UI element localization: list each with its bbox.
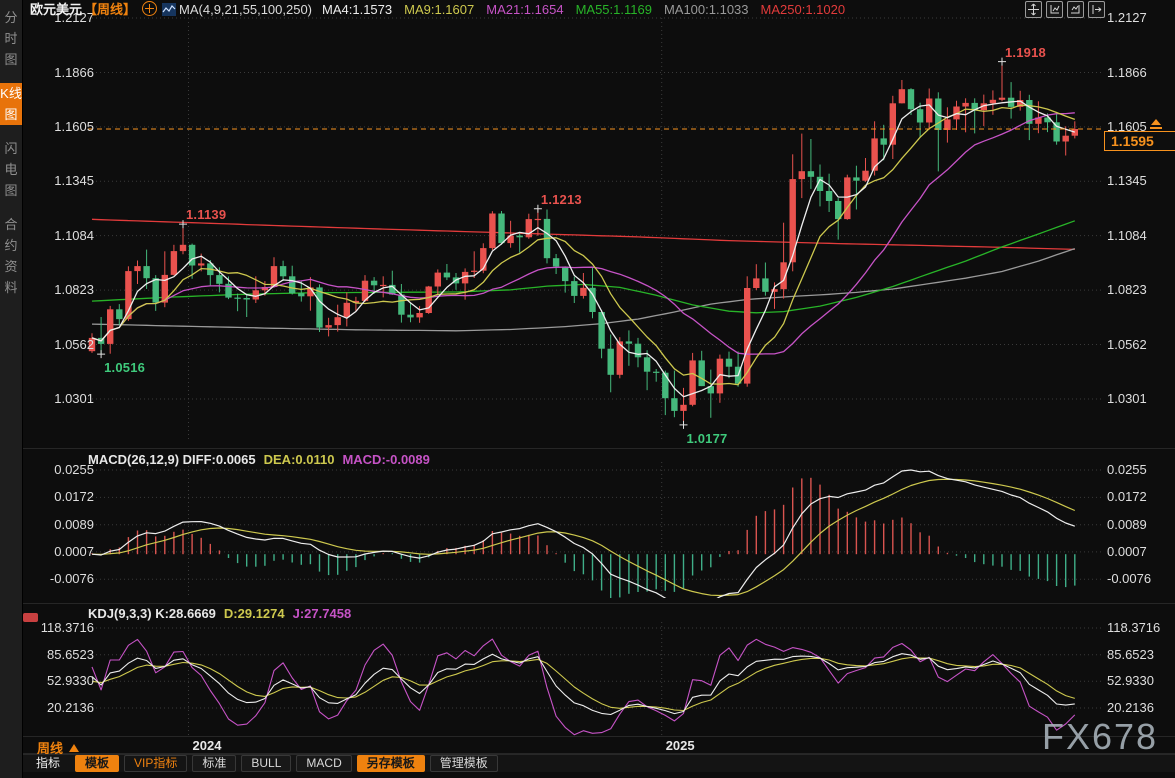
bottom-toolbar: 指标 模板 VIP指标 标准 BULL MACD 另存模板 管理模板: [22, 754, 1175, 772]
period-tag[interactable]: 【周线】: [84, 2, 137, 17]
candlestick-layer: [88, 57, 1078, 429]
price-axis-label: 1.1605: [1107, 118, 1147, 134]
price-axis-label: 1.1605: [54, 118, 94, 134]
collapse-panel-icon[interactable]: [1088, 1, 1105, 18]
kdj-axis-label: 20.2136: [1107, 700, 1154, 715]
kdj-axis-label: 118.3716: [1107, 620, 1161, 635]
sidebar-item-active[interactable]: K线图: [0, 83, 22, 125]
price-annotation-low: 1.0177: [686, 430, 728, 446]
ma-settings-label: MA(4,9,21,55,100,250): [179, 2, 313, 17]
price-annotation-low: 1.0516: [104, 360, 146, 376]
price-axis-label: 1.1866: [54, 64, 94, 80]
bottom-tab[interactable]: 标准: [192, 755, 237, 772]
symbol-title: 欧元美元: [30, 2, 83, 17]
bottom-tab[interactable]: 另存模板: [356, 755, 425, 772]
x-axis-row: 周线 2024 2025: [22, 737, 1175, 756]
pan-crosshair-icon[interactable]: [1025, 1, 1042, 18]
bottom-tab[interactable]: BULL: [241, 755, 292, 772]
kdj-axis-label: 52.9330: [47, 673, 94, 689]
price-axis-label: 1.1345: [54, 173, 94, 189]
price-axis-label: 1.0301: [1107, 391, 1147, 406]
panel-badge-icon: [23, 613, 38, 622]
kdj-axis-label: 85.6523: [47, 646, 94, 662]
chevron-up-icon: [69, 744, 80, 752]
kdj-axis-label: 20.2136: [47, 700, 94, 715]
ma-value-label: MA9:1.1607: [404, 2, 475, 17]
year-label: 2024: [192, 738, 222, 753]
price-annotation-high: 1.1139: [186, 207, 227, 223]
price-axis-label: 1.0823: [1107, 282, 1147, 298]
price-axis-label: 1.0301: [54, 391, 94, 406]
ma-value-label: MA4:1.1573: [322, 2, 393, 17]
macd-axis-label: 0.0089: [1107, 516, 1147, 532]
kdj-axis-label: 85.6523: [1107, 646, 1154, 662]
period-selector-label: 周线: [37, 741, 64, 756]
ma-value-label: MA21:1.1654: [486, 2, 564, 17]
price-axis-label: 1.0562: [54, 336, 94, 352]
macd-hdr-part: DEA:0.0110: [263, 452, 335, 467]
kdj-axis-label: 118.3716: [40, 620, 94, 635]
window-icons-group: [1025, 1, 1105, 18]
year-label: 2025: [665, 738, 695, 753]
macd-axis-label: 0.0007: [54, 543, 94, 559]
bottom-tab[interactable]: 模板: [75, 755, 120, 772]
macd-axis-label: 0.0172: [1107, 489, 1147, 505]
bottom-tab[interactable]: MACD: [296, 755, 352, 772]
current-price-tag: 1.1595: [1104, 131, 1175, 151]
price-annotation-high: 1.1213: [540, 191, 582, 207]
macd-axis-label: -0.0076: [1107, 571, 1152, 587]
price-axis-label: 1.2127: [54, 10, 94, 25]
price-axis-label: 1.1084: [1107, 227, 1147, 243]
sidebar-item-tab[interactable]: 合约资料: [4, 217, 18, 295]
axis-left-icon[interactable]: [1046, 1, 1063, 18]
price-axis-label: 1.2127: [1107, 10, 1147, 25]
price-axis-label: 1.1084: [54, 227, 94, 243]
bottom-tab[interactable]: VIP指标: [124, 755, 188, 772]
bottom-tab[interactable]: 管理模板: [429, 755, 498, 772]
ma-value-label: MA55:1.1169: [575, 2, 652, 17]
ma-values-group: MA4:1.1573 MA9:1.1607 MA21:1.1654 MA55:1.11…: [322, 2, 857, 17]
kdj-header: KDJ(9,3,3) K:28.6669 D:29.1274 J:27.7458: [88, 606, 359, 621]
macd-hdr-part: MACD(26,12,9) DIFF:0.0065: [88, 452, 256, 467]
kdj-hdr-part: KDJ(9,3,3) K:28.6669: [88, 606, 216, 621]
macd-axis-label: -0.0076: [49, 571, 94, 587]
sidebar-item-tab[interactable]: 分时图: [4, 10, 18, 67]
add-indicator-icon[interactable]: [142, 1, 158, 16]
kdj-hdr-part: J:27.7458: [292, 606, 352, 621]
price-axis-label: 1.1345: [1107, 173, 1147, 189]
macd-header: MACD(26,12,9) DIFF:0.0065 DEA:0.0110 MACD:…: [88, 452, 438, 467]
price-axis-label: 1.1866: [1107, 64, 1147, 80]
sidebar-item-tab[interactable]: 闪电图: [4, 141, 18, 198]
mini-chart-icon: [162, 3, 177, 16]
macd-hdr-part: MACD:-0.0089: [342, 452, 430, 467]
kdj-hdr-part: D:29.1274: [223, 606, 285, 621]
ma-value-label: MA250:1.1020: [760, 2, 846, 17]
macd-axis-label: 0.0255: [1107, 462, 1147, 477]
macd-axis-label: 0.0172: [54, 489, 94, 505]
bottom-tab[interactable]: 指标: [36, 756, 61, 770]
macd-axis-label: 0.0089: [54, 516, 94, 532]
chart-header: 欧元美元 【周线】 MA(4,9,21,55,100,250) MA4:1.1573 M…: [30, 0, 1175, 19]
macd-axis-label: 0.0255: [54, 462, 94, 477]
axis-right-icon[interactable]: [1067, 1, 1084, 18]
price-annotation-high: 1.1918: [1005, 44, 1046, 60]
kdj-axis-label: 52.9330: [1107, 673, 1154, 689]
price-axis-label: 1.0823: [54, 282, 94, 298]
ma-value-label: MA100:1.1033: [663, 2, 749, 17]
macd-layer: [91, 469, 1076, 598]
macd-axis-label: 0.0007: [1107, 543, 1147, 559]
latest-price-arrow-icon: [1147, 118, 1165, 136]
kdj-layer: [91, 638, 1076, 736]
price-axis-label: 1.0562: [1107, 336, 1147, 352]
period-selector-button[interactable]: 周线: [37, 738, 80, 757]
sidebar: 分时图 K线图闪电图合约资料: [0, 0, 23, 778]
watermark: FX678: [1042, 716, 1159, 757]
